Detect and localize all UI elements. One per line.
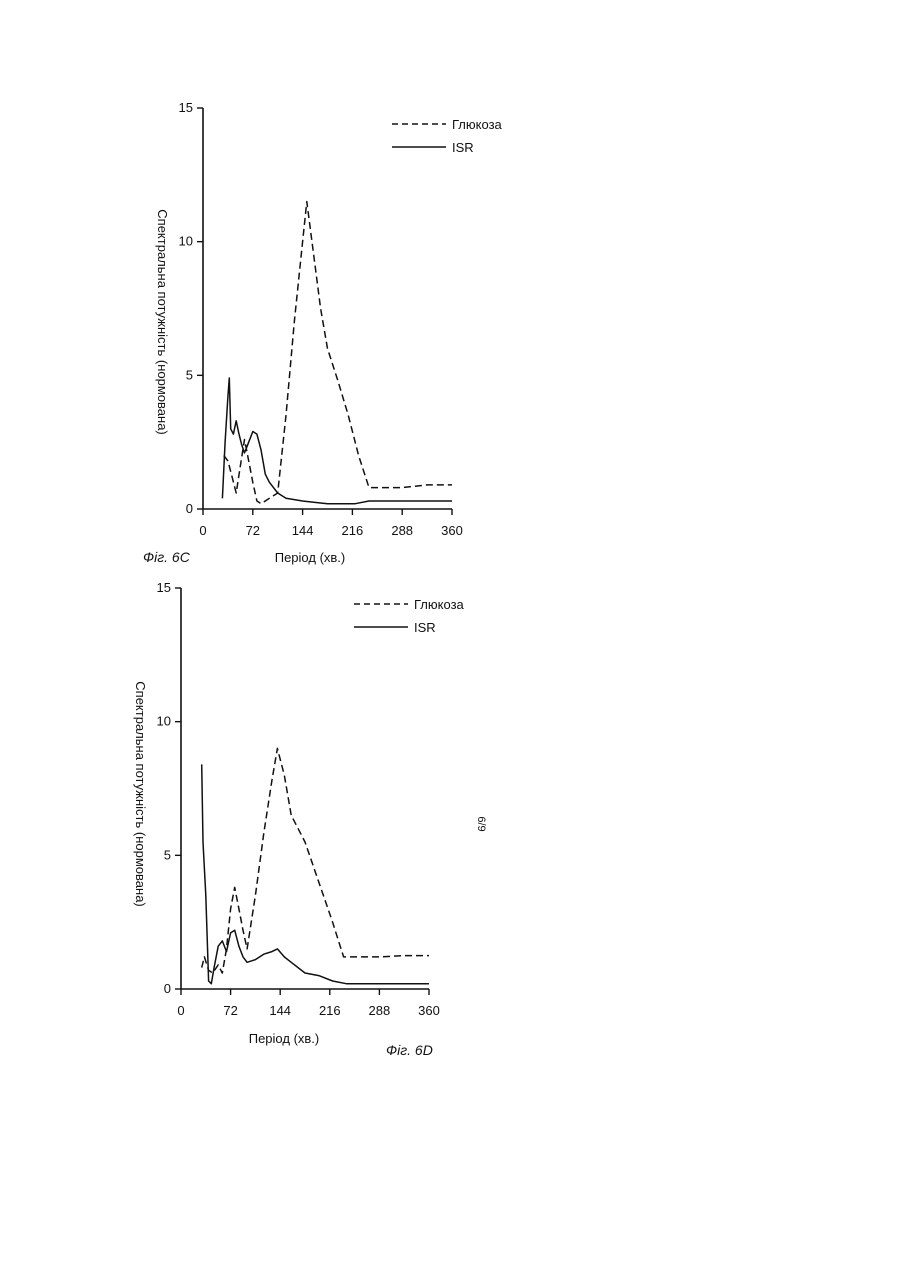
chart-6c-x-tick-label: 216 bbox=[342, 523, 364, 538]
chart-6c-legend-label-glucose: Глюкоза bbox=[452, 117, 503, 132]
chart-6c-y-tick-label: 15 bbox=[179, 100, 193, 115]
chart-6c-x-axis-title: Період (хв.) bbox=[275, 550, 346, 565]
chart-6c-legend-label-isr: ISR bbox=[452, 140, 474, 155]
chart-6d-y-tick-label: 5 bbox=[164, 847, 171, 862]
chart-6d-axes: 0 5 10 15 0 72 144 216 288 360 bbox=[157, 580, 440, 1018]
chart-6c-x-tick-label: 144 bbox=[292, 523, 314, 538]
chart-6d-series-isr-line bbox=[200, 764, 429, 985]
chart-6d-y-tick-label: 15 bbox=[157, 580, 171, 595]
chart-6d-x-tick-label: 0 bbox=[177, 1003, 184, 1018]
chart-6d-figure-label: Фіг. 6D bbox=[386, 1042, 433, 1058]
chart-6d-y-tick-label: 10 bbox=[157, 714, 171, 729]
chart-6d-y-tick-label: 0 bbox=[164, 981, 171, 996]
chart-6c-y-tick-label: 0 bbox=[186, 501, 193, 516]
chart-6c-x-tick-label: 0 bbox=[199, 523, 206, 538]
chart-6c-legend: Глюкоза ISR bbox=[392, 117, 503, 155]
chart-6d-x-tick-label: 216 bbox=[319, 1003, 341, 1018]
chart-6c-x-tick-label: 72 bbox=[246, 523, 260, 538]
chart-6d-x-axis-title: Період (хв.) bbox=[249, 1031, 320, 1046]
chart-6c-y-axis-title: Спектральна потужність (нормована) bbox=[155, 209, 170, 434]
chart-6c-y-tick-label: 10 bbox=[179, 234, 193, 249]
chart-6d-legend-label-isr: ISR bbox=[414, 620, 436, 635]
chart-6c-series bbox=[221, 200, 452, 505]
chart-6c-figure-label: Фіг. 6С bbox=[143, 549, 191, 565]
chart-fig-6d: 0 5 10 15 0 72 144 216 288 360 Спектральна потужн… bbox=[133, 580, 465, 1058]
chart-6d-y-axis-title: Спектральна потужність (нормована) bbox=[133, 681, 148, 906]
chart-6d-x-tick-label: 72 bbox=[223, 1003, 237, 1018]
chart-6c-series-isr-line bbox=[221, 377, 452, 505]
chart-6d-legend-label-glucose: Глюкоза bbox=[414, 597, 465, 612]
chart-6d-x-tick-label: 144 bbox=[269, 1003, 291, 1018]
chart-6d-x-tick-label: 360 bbox=[418, 1003, 440, 1018]
chart-6c-series-glucose-line bbox=[223, 200, 452, 505]
chart-6d-x-tick-label: 288 bbox=[369, 1003, 391, 1018]
chart-6c-x-tick-label: 360 bbox=[441, 523, 463, 538]
chart-6d-series-glucose-line bbox=[200, 747, 429, 974]
chart-6d-legend: Глюкоза ISR bbox=[354, 597, 465, 635]
chart-6c-y-tick-label: 5 bbox=[186, 367, 193, 382]
chart-6d-series bbox=[200, 747, 429, 985]
chart-fig-6c: 0 5 10 15 0 72 144 216 288 360 Спектральна потужн… bbox=[143, 100, 503, 565]
chart-6c-x-tick-label: 288 bbox=[391, 523, 413, 538]
chart-6c-axes: 0 5 10 15 0 72 144 216 288 360 bbox=[179, 100, 463, 538]
page-marker: 6/9 bbox=[475, 816, 487, 831]
